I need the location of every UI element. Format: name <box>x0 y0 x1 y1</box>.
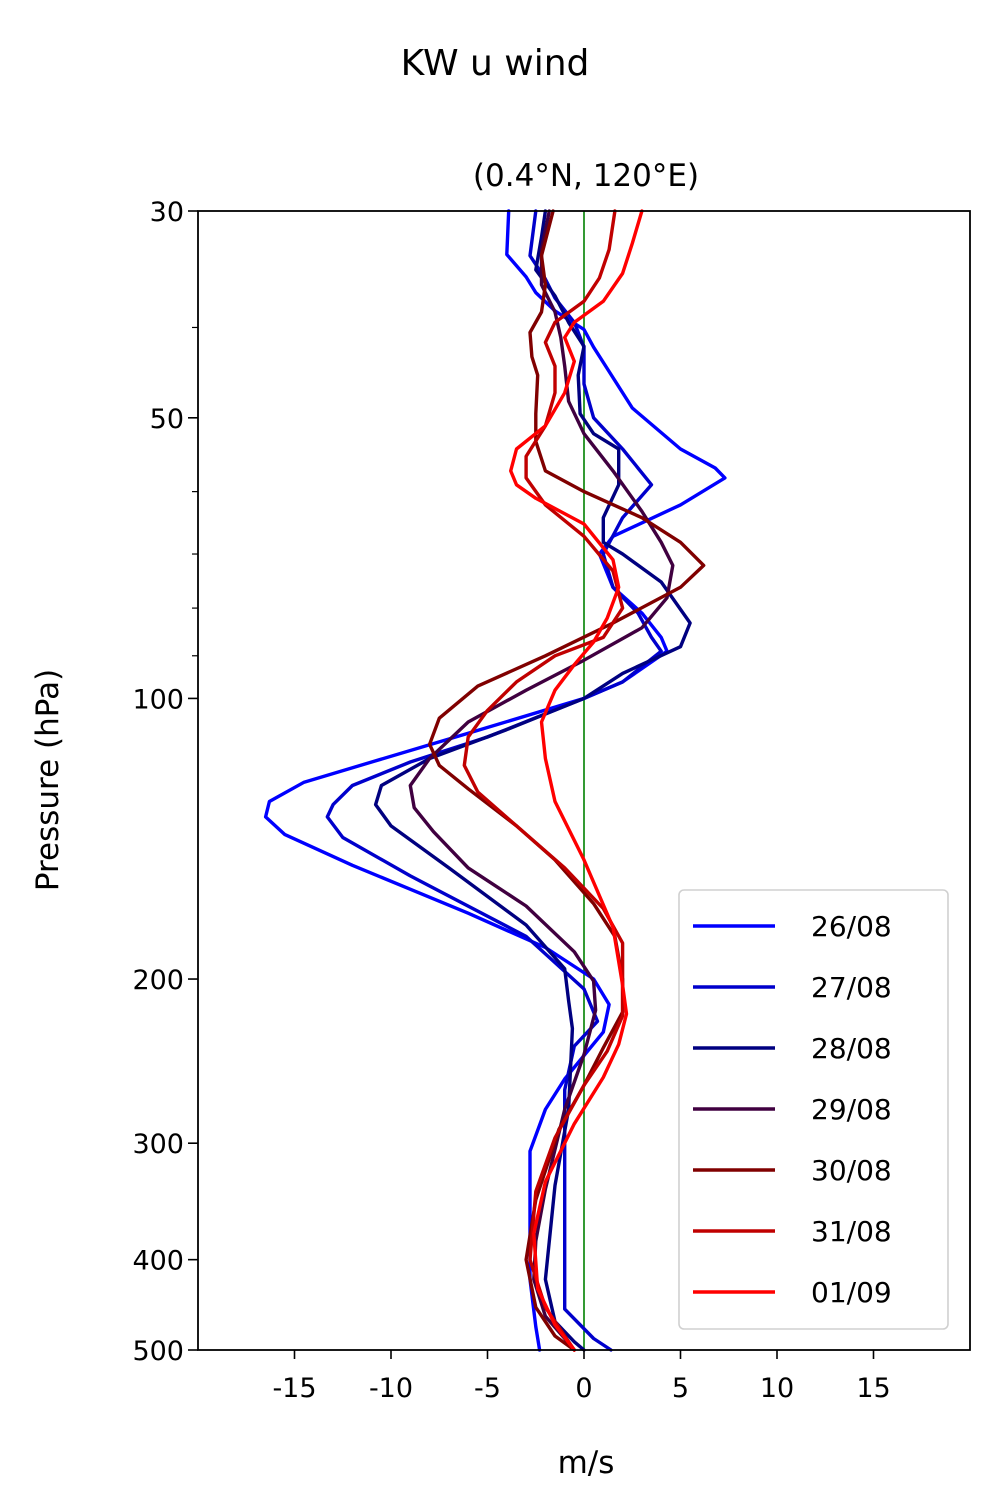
legend-label: 28/08 <box>811 1032 892 1065</box>
y-tick-label: 300 <box>132 1129 184 1160</box>
legend-label: 27/08 <box>811 971 892 1004</box>
series-line-0 <box>263 209 727 1352</box>
x-axis: -15 -10 -5 0 5 10 15 <box>272 1350 891 1404</box>
y-axis: 30 50 100 200 300 400 500 <box>132 197 198 1367</box>
y-axis-label: Pressure (hPa) <box>30 669 66 891</box>
x-tick-label: 0 <box>575 1373 592 1404</box>
series-line-5 <box>462 209 625 1352</box>
y-tick-label: 200 <box>132 965 184 996</box>
x-tick-label: -5 <box>474 1373 501 1404</box>
y-tick-label: 500 <box>132 1336 184 1367</box>
series-line-2 <box>373 209 692 1352</box>
plot-frame <box>197 210 971 1351</box>
x-tick-label: -10 <box>369 1373 413 1404</box>
plot-lines <box>263 209 727 1352</box>
series-line-6 <box>509 209 644 1352</box>
legend: 26/08 27/08 28/08 29/08 30/08 31/08 01/09 <box>678 889 949 1330</box>
legend-label: 29/08 <box>811 1093 892 1126</box>
y-tick-label: 400 <box>132 1246 184 1277</box>
x-axis-label: m/s <box>558 1445 615 1481</box>
figure-title: KW u wind <box>401 43 590 84</box>
x-tick-label: -15 <box>272 1373 316 1404</box>
y-tick-label: 100 <box>132 684 184 715</box>
legend-label: 31/08 <box>811 1215 892 1248</box>
y-tick-label: 30 <box>150 197 184 228</box>
series-line-1 <box>325 209 663 1352</box>
y-tick-label: 50 <box>150 404 184 435</box>
x-tick-label: 10 <box>760 1373 794 1404</box>
chart-title: (0.4°N, 120°E) <box>473 158 699 194</box>
legend-label: 26/08 <box>811 910 892 943</box>
legend-label: 30/08 <box>811 1154 892 1187</box>
legend-label: 01/09 <box>811 1276 892 1309</box>
x-tick-label: 15 <box>856 1373 890 1404</box>
legend-box <box>678 889 949 1330</box>
x-tick-label: 5 <box>672 1373 689 1404</box>
